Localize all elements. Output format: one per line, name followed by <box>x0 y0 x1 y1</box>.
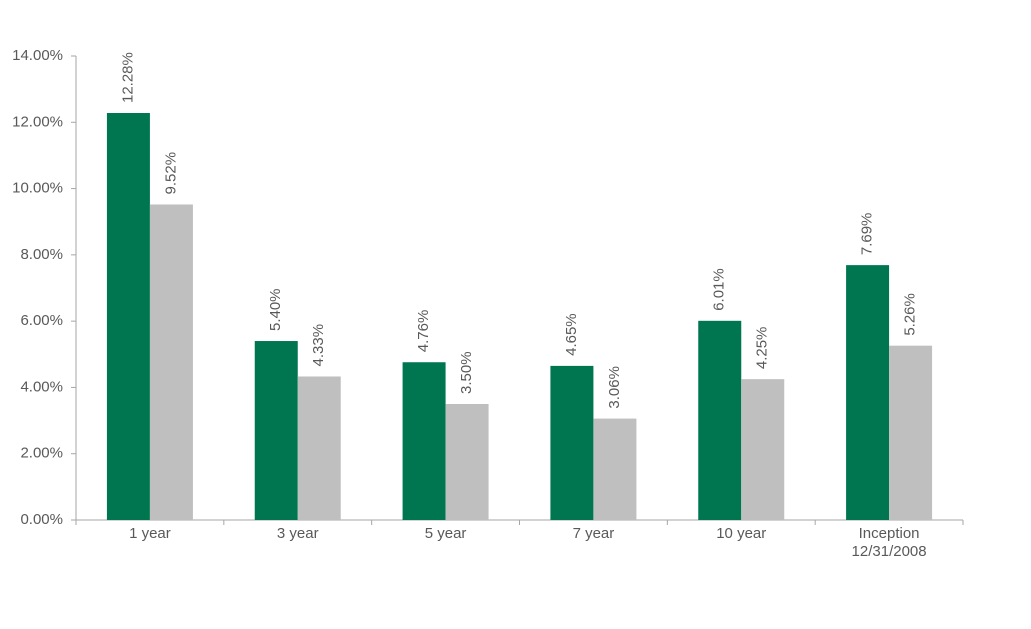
bar <box>741 379 785 520</box>
bar <box>593 418 637 520</box>
value-label: 7.69% <box>859 213 876 256</box>
x-tick-label: 10 year <box>716 525 766 542</box>
x-tick-label: 5 year <box>425 525 467 542</box>
y-tick-label: 8.00% <box>20 246 63 263</box>
y-tick-label: 14.00% <box>12 47 63 64</box>
y-tick-label: 4.00% <box>20 378 63 395</box>
y-tick-label: 6.00% <box>20 312 63 329</box>
value-label: 6.01% <box>711 268 728 311</box>
value-label: 4.25% <box>754 327 771 370</box>
bar <box>402 362 446 520</box>
bar <box>846 265 890 520</box>
bar <box>149 204 193 521</box>
value-label: 3.50% <box>458 351 475 394</box>
x-tick-label: 3 year <box>277 525 319 542</box>
value-label: 5.26% <box>902 293 919 336</box>
value-label: 12.28% <box>119 52 136 103</box>
x-tick-label: 7 year <box>573 525 615 542</box>
bar <box>106 113 150 521</box>
value-label: 5.40% <box>267 288 284 331</box>
value-label: 4.76% <box>415 310 432 353</box>
bar <box>254 341 298 520</box>
bar <box>889 345 933 520</box>
bar <box>445 404 489 520</box>
value-label: 4.65% <box>563 313 580 356</box>
x-tick-label: Inception 12/31/2008 <box>852 525 927 560</box>
y-tick-label: 0.00% <box>20 511 63 528</box>
value-label: 9.52% <box>162 152 179 195</box>
value-label: 3.06% <box>606 366 623 409</box>
y-tick-label: 2.00% <box>20 445 63 462</box>
y-tick-label: 12.00% <box>12 113 63 130</box>
value-label: 4.33% <box>310 324 327 367</box>
bar <box>698 320 742 520</box>
bar <box>297 376 341 520</box>
y-tick-label: 10.00% <box>12 180 63 197</box>
x-tick-label: 1 year <box>129 525 171 542</box>
bar <box>550 365 594 520</box>
